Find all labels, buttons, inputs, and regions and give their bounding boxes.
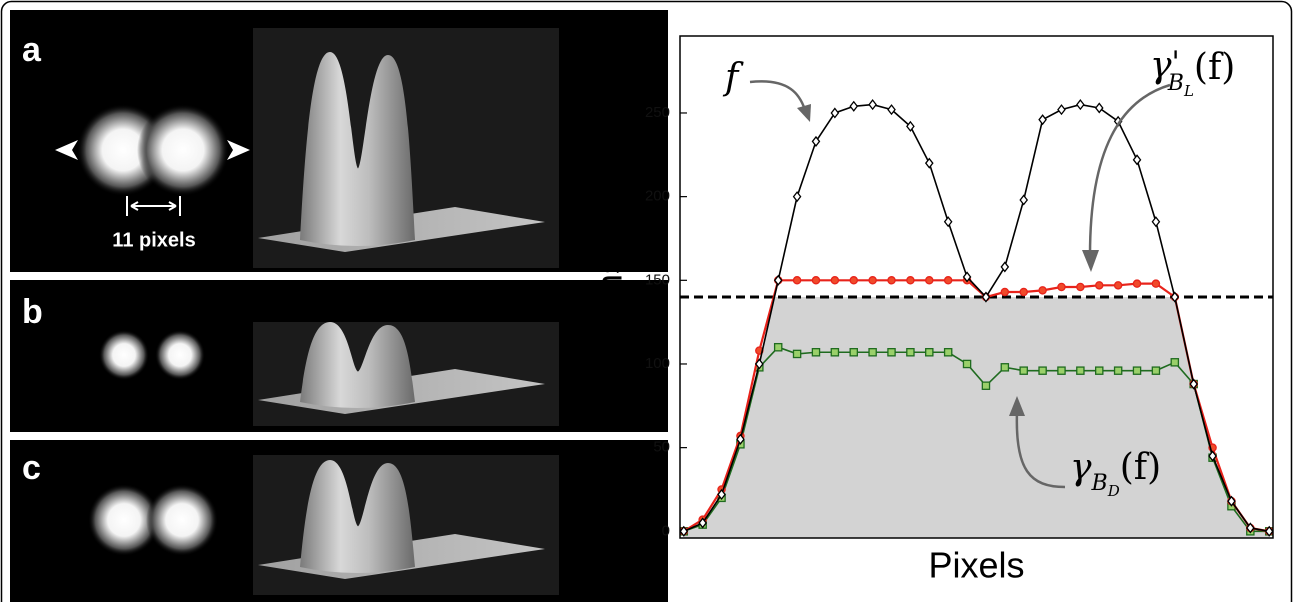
point — [945, 277, 952, 284]
annotation-part: B — [1167, 71, 1184, 96]
y-tick-label: 100 — [645, 355, 670, 372]
point — [1020, 367, 1027, 374]
point — [1096, 282, 1103, 289]
point — [831, 349, 838, 356]
point — [1039, 367, 1046, 374]
point — [1133, 280, 1140, 287]
annotation-part: (f) — [1194, 47, 1235, 88]
point — [1077, 283, 1084, 290]
point — [945, 349, 952, 356]
point — [1152, 280, 1159, 287]
point — [869, 349, 876, 356]
point — [775, 344, 782, 351]
point — [1133, 367, 1140, 374]
y-tick-label: 200 — [645, 188, 670, 205]
point — [793, 277, 800, 284]
y-axis-title: Intensity — [589, 220, 630, 354]
point — [926, 277, 933, 284]
point — [812, 277, 819, 284]
point — [812, 349, 819, 356]
panel-label: d — [598, 29, 619, 67]
point — [1171, 359, 1178, 366]
point — [1096, 367, 1103, 374]
point — [869, 277, 876, 284]
y-tick-label: 0 — [662, 522, 670, 539]
y-tick-label: 250 — [645, 104, 670, 121]
point — [907, 349, 914, 356]
annotation-part: γ — [1070, 447, 1092, 488]
spot — [99, 330, 149, 380]
point — [1058, 283, 1065, 290]
point — [1001, 364, 1008, 371]
point — [1115, 282, 1122, 289]
point — [926, 349, 933, 356]
y-tick-label: 150 — [645, 271, 670, 288]
point — [888, 349, 895, 356]
annotation-part: L — [1183, 82, 1194, 100]
panel-label: c — [22, 449, 41, 487]
y-tick-label: 50 — [653, 439, 670, 456]
point — [888, 277, 895, 284]
point — [1001, 288, 1008, 295]
point — [1039, 287, 1046, 294]
point — [1058, 367, 1065, 374]
point — [907, 277, 914, 284]
annotation-part: B — [1091, 471, 1108, 496]
spot — [146, 484, 218, 556]
point — [1115, 367, 1122, 374]
point — [982, 382, 989, 389]
annotation-part: (f) — [1120, 447, 1161, 488]
image-panels: 11 pixels a b c — [10, 10, 668, 602]
figure: 11 pixels a b c d 0 50 100 150 200 250 Pixels I… — [0, 0, 1293, 602]
point — [1077, 367, 1084, 374]
point — [850, 277, 857, 284]
panel-label: b — [22, 293, 43, 331]
spot — [155, 330, 205, 380]
point — [1152, 367, 1159, 374]
point — [1020, 288, 1027, 295]
panel-label: a — [22, 31, 42, 69]
point — [850, 349, 857, 356]
point — [963, 360, 970, 367]
scale-note: 11 pixels — [112, 229, 195, 251]
annotation-part: D — [1107, 482, 1120, 500]
x-axis-title: Pixels — [928, 545, 1024, 586]
spot — [137, 104, 229, 196]
point — [831, 277, 838, 284]
point — [793, 350, 800, 357]
